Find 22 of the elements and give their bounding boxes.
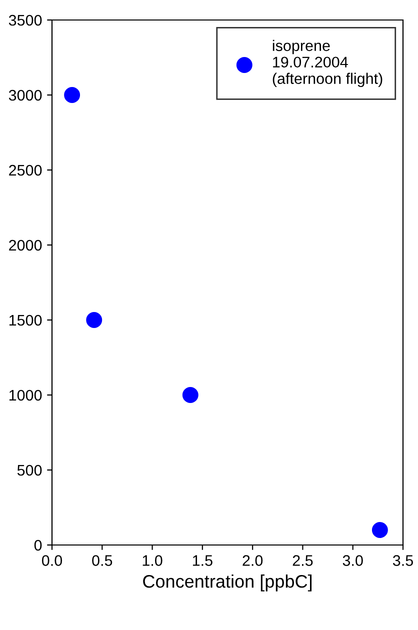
x-axis-title: Concentration [ppbC] [143,574,312,592]
y-tick-label: 500 [17,464,42,476]
y-tick-label: 0 [34,540,42,551]
x-tick-label: 1.5 [192,555,212,566]
legend-label: isoprene 19.07.2004 (afternoon flight) [272,40,382,88]
y-tick-label: 2000 [9,240,42,251]
x-tick-label: 3.0 [342,555,363,566]
x-tick-label: 3.5 [392,555,413,566]
point [372,522,388,538]
x-tick-label: 2.5 [292,555,313,566]
y-tick-label: 3500 [8,14,42,26]
x-tick-label: 0.0 [42,555,62,566]
y-tick-label: 1500 [9,314,42,326]
x-tick-label: 0.5 [92,555,112,566]
y-tick-label: 2500 [9,164,42,176]
x-tick-label: 1.0 [142,555,162,566]
x-tick-label: 2.0 [242,555,263,566]
point [64,87,80,103]
point [182,387,198,403]
point [86,312,102,328]
y-tick-label: 1000 [9,390,42,401]
y-tick-label: 3000 [8,90,42,101]
